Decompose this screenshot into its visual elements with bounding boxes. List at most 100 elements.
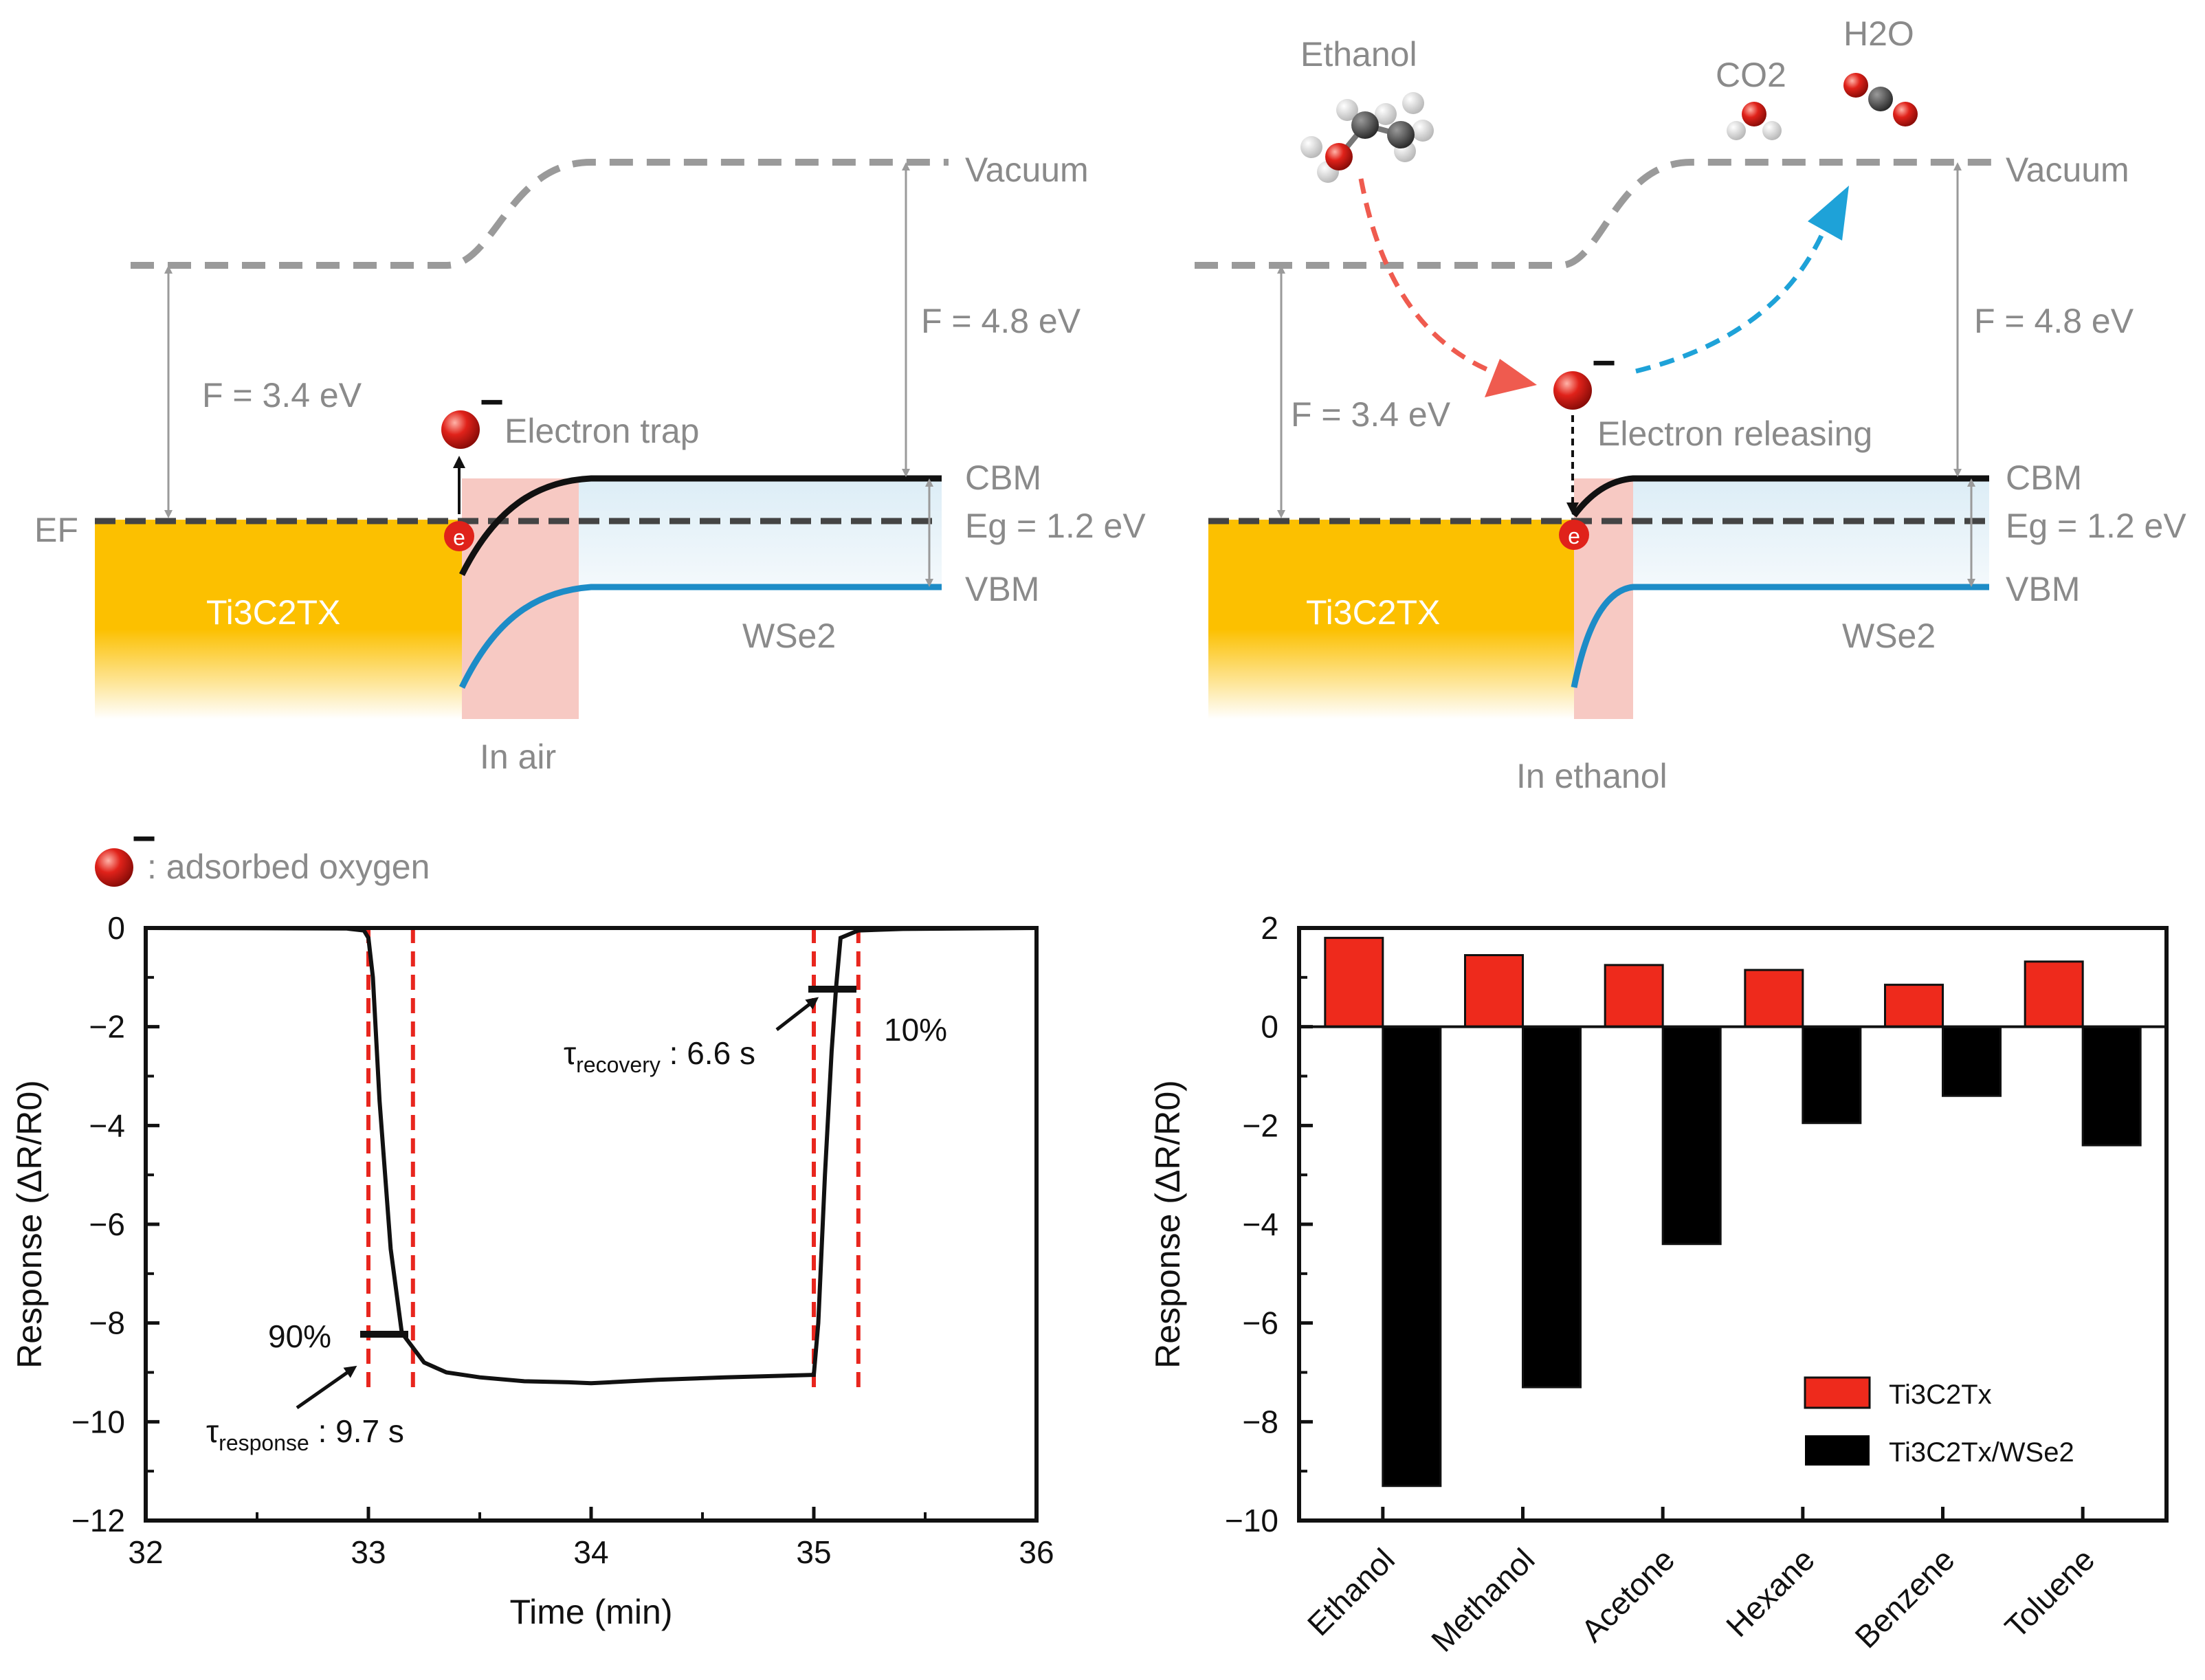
ethanol-label: Ethanol bbox=[1300, 35, 1417, 74]
legend-text: : adsorbed oxygen bbox=[147, 848, 430, 886]
response-pct-label: 90% bbox=[268, 1318, 331, 1354]
vacuum-level bbox=[1195, 159, 1993, 269]
adsorbed-oxygen-icon bbox=[441, 410, 480, 449]
y-tick-label: −10 bbox=[71, 1404, 125, 1439]
metal-label: Ti3C2TX bbox=[206, 593, 340, 632]
legend-label-hetero: Ti3C2Tx/WSe2 bbox=[1889, 1437, 2074, 1468]
gap-label: Eg = 1.2 eV bbox=[965, 507, 1146, 545]
cbm-line bbox=[1571, 475, 1989, 518]
gap-label: Eg = 1.2 eV bbox=[2006, 507, 2186, 545]
water-molecule-icon bbox=[1727, 102, 1782, 140]
electron-symbol: e bbox=[1568, 524, 1580, 549]
adsorbed-oxygen-legend: − : adsorbed oxygen bbox=[95, 815, 430, 887]
legend-label-ti3c2tx: Ti3C2Tx bbox=[1889, 1380, 1992, 1410]
depletion-region bbox=[1574, 478, 1633, 719]
phi-metal-label: F = 3.4 eV bbox=[1291, 395, 1451, 434]
co2-molecule-icon bbox=[1843, 73, 1918, 126]
y-tick-labels: 0 −2 −4 −6 −8 −10 −12 bbox=[71, 910, 125, 1538]
bar-hetero bbox=[1661, 1026, 1722, 1246]
depletion-region bbox=[462, 478, 579, 719]
cbm-label: CBM bbox=[965, 458, 1041, 497]
release-charge: − bbox=[1592, 340, 1616, 386]
caption-in-air: In air bbox=[480, 738, 556, 776]
bar-hetero bbox=[1942, 1026, 2002, 1097]
response-annotation-arrow bbox=[296, 1365, 357, 1410]
vacuum-level bbox=[131, 159, 949, 269]
y-tick-label: −8 bbox=[1243, 1404, 1278, 1439]
y-tick-label: −10 bbox=[1225, 1503, 1278, 1538]
phi-metal-label: F = 3.4 eV bbox=[202, 376, 362, 415]
x-tick-label: 32 bbox=[128, 1534, 163, 1570]
ethanol-molecule-icon bbox=[1300, 92, 1434, 183]
y-tick-label: −6 bbox=[89, 1206, 125, 1242]
semiconductor-label: WSe2 bbox=[742, 617, 836, 655]
fermi-label: EF bbox=[34, 511, 78, 549]
bar-hetero bbox=[1802, 1026, 1862, 1125]
caption-in-ethanol: In ethanol bbox=[1516, 757, 1667, 795]
x-tick-labels: 32 33 34 35 36 bbox=[128, 1534, 1054, 1570]
plot-frame bbox=[144, 926, 1039, 1523]
x-tick-label: 33 bbox=[351, 1534, 386, 1570]
response-line bbox=[145, 926, 1037, 1386]
vbm-label: VBM bbox=[965, 570, 1039, 608]
x-tick-label: Hexane bbox=[1719, 1541, 1821, 1644]
legend: Ti3C2Tx Ti3C2Tx/WSe2 bbox=[1804, 1376, 2074, 1468]
bar-ti3c2tx bbox=[1464, 954, 1524, 1028]
metal-label: Ti3C2TX bbox=[1306, 593, 1440, 632]
vacuum-label: Vacuum bbox=[2006, 151, 2129, 189]
x-tick-label: Ethanol bbox=[1300, 1541, 1401, 1642]
band-diagram-ethanol: − e Ethanol CO2 H2 bbox=[1195, 14, 2186, 795]
bar-ti3c2tx bbox=[1324, 936, 1384, 1028]
chart-guides bbox=[366, 928, 861, 1390]
y-tick-label: −6 bbox=[1243, 1305, 1278, 1341]
semiconductor-label: WSe2 bbox=[1842, 617, 1936, 655]
event-label: Electron trap bbox=[505, 412, 699, 450]
trap-charge: − bbox=[480, 379, 504, 425]
x-tick-label: Toluene bbox=[1998, 1541, 2102, 1645]
ethanol-adsorb-arrow bbox=[1358, 178, 1507, 379]
electron-icon bbox=[1559, 520, 1589, 550]
bar-ti3c2tx bbox=[1604, 964, 1664, 1028]
bars bbox=[1324, 936, 2142, 1488]
phi-semi-label: F = 4.8 eV bbox=[921, 302, 1081, 340]
bar-ti3c2tx bbox=[1744, 969, 1804, 1028]
response-time-chart: 32 33 34 35 36 0 −2 −4 −6 −8 −10 −12 Time (min) Re… bbox=[10, 910, 1054, 1631]
h2o-label: H2O bbox=[1843, 14, 1914, 53]
bar-hetero bbox=[1382, 1026, 1442, 1488]
bar-hetero bbox=[1522, 1026, 1582, 1389]
bar-ti3c2tx bbox=[2024, 960, 2084, 1028]
y-tick-labels: 2 0 −2 −4 −6 −8 −10 bbox=[1225, 910, 1278, 1538]
release-arrowhead bbox=[1808, 186, 1849, 241]
recovery-annotation-arrow bbox=[775, 997, 819, 1031]
legend-charge: − bbox=[132, 815, 156, 861]
electron-icon bbox=[444, 521, 474, 551]
y-axis-label: Response (ΔR/R0) bbox=[1149, 1080, 1187, 1369]
cbm-line bbox=[458, 475, 942, 577]
band-diagram-air: − e EF Ti3C2TX WSe2 Vacuum F = 3.4 eV F … bbox=[34, 151, 1146, 776]
plot-frame bbox=[1297, 926, 2169, 1523]
ethanol-adsorb-arrowhead bbox=[1485, 359, 1537, 397]
x-tick-label: 34 bbox=[573, 1534, 608, 1570]
x-tick-label: Benzene bbox=[1848, 1541, 1961, 1655]
y-tick-label: 2 bbox=[1261, 910, 1278, 946]
event-label: Electron releasing bbox=[1597, 415, 1872, 453]
y-tick-label: −2 bbox=[1243, 1107, 1278, 1143]
x-axis-label: Time (min) bbox=[509, 1593, 672, 1631]
x-tick-label: 36 bbox=[1019, 1534, 1054, 1570]
x-tick-label: 35 bbox=[796, 1534, 831, 1570]
x-tick-label: Methanol bbox=[1424, 1541, 1542, 1659]
electron-symbol: e bbox=[453, 525, 465, 550]
vbm-line bbox=[458, 584, 942, 689]
y-tick-label: −2 bbox=[89, 1009, 125, 1045]
x-tick-label: Acetone bbox=[1574, 1541, 1681, 1648]
band-gap-region bbox=[579, 478, 942, 587]
legend-swatch-hetero bbox=[1805, 1435, 1870, 1466]
legend-swatch-ti3c2tx bbox=[1804, 1376, 1871, 1409]
metal-block bbox=[1208, 520, 1574, 719]
cbm-label: CBM bbox=[2006, 458, 2082, 497]
x-tick-labels: Ethanol Methanol Acetone Hexane Benzene Tolue… bbox=[1300, 1541, 2101, 1659]
y-tick-label: −4 bbox=[89, 1107, 125, 1143]
y-tick-label: 0 bbox=[107, 910, 125, 946]
release-arrow bbox=[1635, 219, 1831, 374]
